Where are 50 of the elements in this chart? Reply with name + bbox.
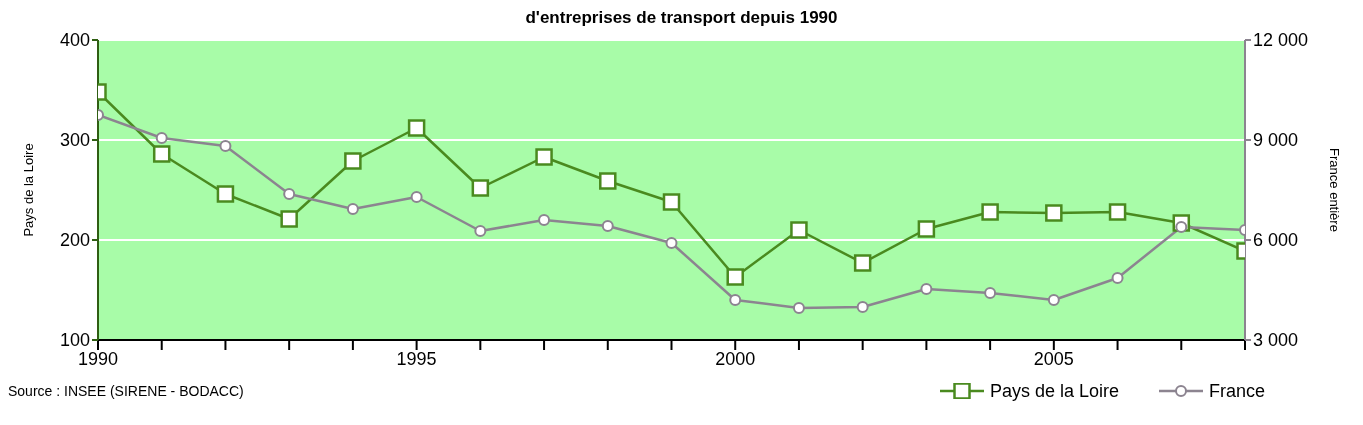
point — [856, 301, 869, 313]
point — [981, 203, 999, 221]
point — [1047, 294, 1060, 306]
legend-label: France — [1208, 380, 1265, 402]
point — [917, 220, 936, 238]
point — [665, 237, 678, 249]
point — [538, 214, 551, 226]
point — [601, 220, 614, 232]
y2-tick-label: 3 000 — [1253, 330, 1299, 351]
point — [1045, 204, 1063, 222]
y-tick-label: 300 — [59, 130, 90, 151]
x-tick-label: 1995 — [396, 348, 437, 369]
point — [726, 268, 744, 286]
x-tick-label: 1990 — [77, 348, 119, 369]
y-tick-label: 400 — [59, 30, 90, 51]
source-note: Source : INSEE (SIRENE - BODACC) — [8, 383, 244, 399]
point — [346, 203, 359, 215]
y-tick-label: 200 — [59, 230, 90, 251]
point — [471, 179, 490, 197]
point — [792, 302, 805, 314]
point — [984, 287, 997, 299]
point — [729, 294, 742, 306]
point — [920, 283, 933, 295]
y2-tick-label: 12 000 — [1253, 30, 1309, 51]
point — [790, 221, 808, 239]
legend-label: Pays de la Loire — [989, 380, 1119, 402]
y2-tick-label: 6 000 — [1253, 230, 1299, 251]
y2-tick-label: 9 000 — [1253, 130, 1299, 151]
point — [474, 225, 487, 237]
point — [535, 148, 553, 166]
point — [152, 145, 171, 163]
point — [410, 191, 423, 203]
point — [280, 210, 298, 228]
y-tick-label: 100 — [59, 330, 90, 351]
point — [407, 119, 426, 137]
point — [344, 152, 362, 170]
y-axis-title: Pays de la Loire — [20, 143, 36, 237]
x-tick-label: 2005 — [1033, 348, 1074, 369]
point — [1108, 203, 1127, 221]
chart-title: d'entreprises de transport depuis 1990 — [524, 8, 839, 29]
point — [853, 254, 872, 272]
point — [219, 140, 232, 152]
point — [1111, 272, 1124, 284]
point — [155, 132, 168, 144]
y2-axis-title: France entière — [1327, 148, 1343, 232]
point — [599, 172, 617, 190]
point — [283, 188, 296, 200]
x-tick-label: 2000 — [715, 348, 756, 369]
point — [216, 185, 235, 203]
point — [662, 193, 681, 211]
